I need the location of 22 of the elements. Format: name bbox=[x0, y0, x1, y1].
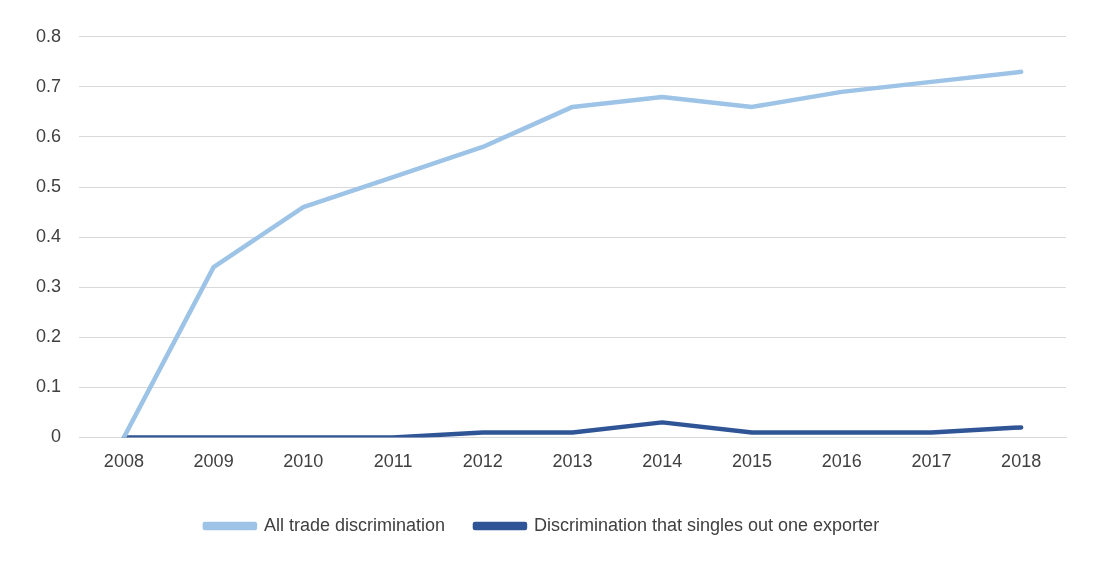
x-tick-label: 2009 bbox=[193, 451, 234, 472]
y-tick-label: 0.7 bbox=[35, 75, 62, 96]
y-tick-label: 0.8 bbox=[35, 25, 62, 46]
x-tick-label: 2013 bbox=[552, 451, 593, 472]
y-tick-label: 0.5 bbox=[35, 175, 62, 196]
x-tick-label: 2010 bbox=[283, 451, 324, 472]
y-tick-label: 0.1 bbox=[35, 376, 62, 397]
x-tick-label: 2014 bbox=[642, 451, 683, 472]
x-tick-label: 2008 bbox=[103, 451, 144, 472]
y-tick-label: 0 bbox=[51, 426, 62, 447]
x-tick-label: 2016 bbox=[821, 451, 862, 472]
x-tick-label: 2018 bbox=[1001, 451, 1042, 472]
legend-label: All trade discrimination bbox=[263, 514, 445, 535]
y-tick-label: 0.2 bbox=[35, 326, 62, 347]
x-tick-label: 2011 bbox=[373, 451, 413, 472]
x-tick-label: 2015 bbox=[731, 451, 772, 472]
x-tick-label: 2012 bbox=[462, 451, 503, 472]
x-tick-label: 2017 bbox=[911, 451, 952, 472]
y-tick-label: 0.4 bbox=[35, 226, 62, 247]
legend-label: Discrimination that singles out one exporter bbox=[533, 514, 880, 535]
y-tick-label: 0.3 bbox=[35, 276, 62, 297]
y-tick-label: 0.6 bbox=[35, 125, 62, 146]
